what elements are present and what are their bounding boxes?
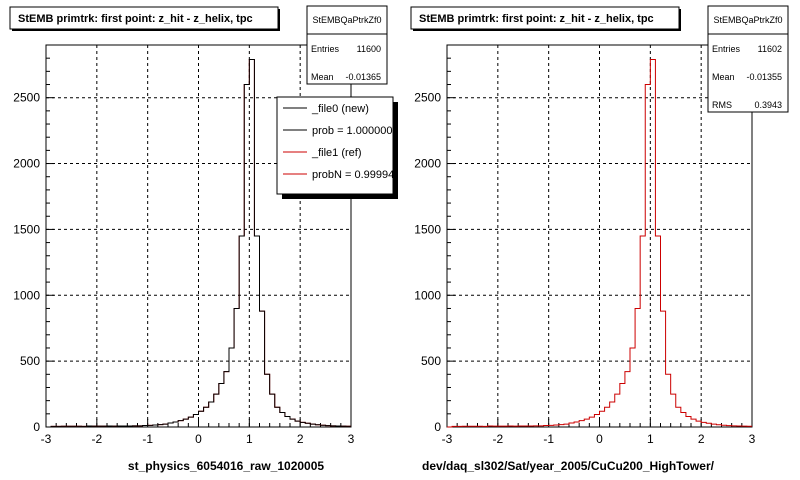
legend: _file0 (new) prob = 1.000000 _file1 (ref) p… [276, 96, 398, 199]
stats-value: -0.01355 [746, 72, 782, 82]
legend-box [276, 96, 394, 195]
stats-box [306, 5, 388, 85]
x-tick-label: 2 [698, 432, 705, 446]
y-tick-label: 0 [434, 420, 441, 434]
stats-name: StEMBQaPtrkZf0 [312, 15, 381, 25]
x-tick-label: -2 [492, 432, 503, 446]
x-tick-label: 1 [246, 432, 253, 446]
x-axis-label: st_physics_6054016_raw_1020005 [128, 459, 324, 473]
y-tick-label: 500 [421, 354, 441, 368]
stats-label: Mean [712, 72, 735, 82]
y-tick-label: 1000 [414, 288, 441, 302]
stats-box [707, 5, 789, 113]
x-tick-label: 3 [749, 432, 756, 446]
legend-label: prob = 1.000000 [312, 125, 392, 137]
x-tick-label: 0 [195, 432, 202, 446]
x-tick-label: -2 [91, 432, 102, 446]
legend-label: _file1 (ref) [311, 147, 362, 159]
title-box [9, 6, 279, 30]
histogram-series-2 [46, 58, 351, 428]
chart-title: StEMB primtrk: first point: z_hit - z_he… [419, 13, 654, 25]
histogram-panel-1: -3 -2 -1 0 1 2 3 0 500 1000 1500 2000 2500 st_physics… [9, 5, 398, 473]
y-tick-label: 500 [20, 354, 40, 368]
legend-label: probN = 0.99994 [312, 169, 394, 181]
legend-label: _file0 (new) [311, 103, 369, 115]
histogram-series-1 [447, 58, 752, 428]
stats-label: Entries [311, 44, 340, 54]
title-box [410, 6, 680, 30]
y-tick-label: 0 [33, 420, 40, 434]
histogram-panel-2: -3 -2 -1 0 1 2 3 0 500 1000 1500 2000 2500 dev/daq_sl… [410, 5, 789, 473]
y-tick-label: 2500 [13, 91, 40, 105]
stats-value: 11602 [758, 44, 782, 54]
x-tick-label: -1 [543, 432, 554, 446]
x-tick-label: 2 [297, 432, 304, 446]
stats-label: RMS [712, 100, 732, 110]
x-axis-label: dev/daq_sl302/Sat/year_2005/CuCu200_High… [422, 459, 715, 473]
chart-title: StEMB primtrk: first point: z_hit - z_he… [18, 13, 253, 25]
y-tick-label: 2000 [414, 157, 441, 171]
stats-value: 11600 [357, 44, 381, 54]
y-tick-label: 1000 [13, 288, 40, 302]
x-tick-label: 3 [348, 432, 355, 446]
stats-name: StEMBQaPtrkZf0 [713, 15, 782, 25]
x-tick-label: -3 [41, 432, 52, 446]
y-tick-label: 1500 [13, 222, 40, 236]
y-tick-label: 2500 [414, 91, 441, 105]
y-tick-label: 1500 [414, 222, 441, 236]
x-tick-label: -1 [142, 432, 153, 446]
y-tick-label: 2000 [13, 157, 40, 171]
x-tick-label: -3 [442, 432, 453, 446]
x-tick-label: 1 [647, 432, 654, 446]
x-tick-label: 0 [596, 432, 603, 446]
stats-label: Entries [712, 44, 741, 54]
stats-value: 0.3943 [754, 100, 782, 110]
stats-label: Mean [311, 72, 334, 82]
stats-value: -0.01365 [345, 72, 381, 82]
